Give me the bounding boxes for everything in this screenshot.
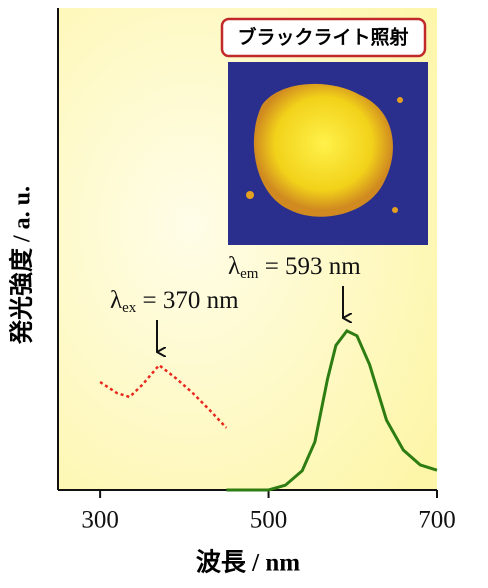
annotation-symbol: λ <box>228 253 240 280</box>
speck <box>246 191 254 199</box>
page: {"chart_data": { "type": "line", "x_labe… <box>0 0 488 583</box>
annotation-subscript: ex <box>122 300 137 316</box>
x-tick-label: 500 <box>250 507 288 534</box>
annotation-symbol: λ <box>110 287 122 314</box>
speck <box>392 207 398 213</box>
x-tick-label: 300 <box>81 507 119 534</box>
y-axis-label: 発光強度 / a. u. <box>8 186 36 345</box>
speck <box>397 97 403 103</box>
annotation-subscript: em <box>240 266 259 282</box>
inset-label: ブラックライト照射 <box>237 26 408 49</box>
powder <box>254 84 393 217</box>
annotation-text: = 370 nm <box>136 287 239 314</box>
chart: ブラックライト照射 波長 / nm 発光強度 / a. u. 300 500 700… <box>0 0 488 583</box>
x-axis-label: 波長 / nm <box>196 549 300 577</box>
annotation-text: = 593 nm <box>258 253 361 280</box>
x-tick-label: 700 <box>418 507 456 534</box>
